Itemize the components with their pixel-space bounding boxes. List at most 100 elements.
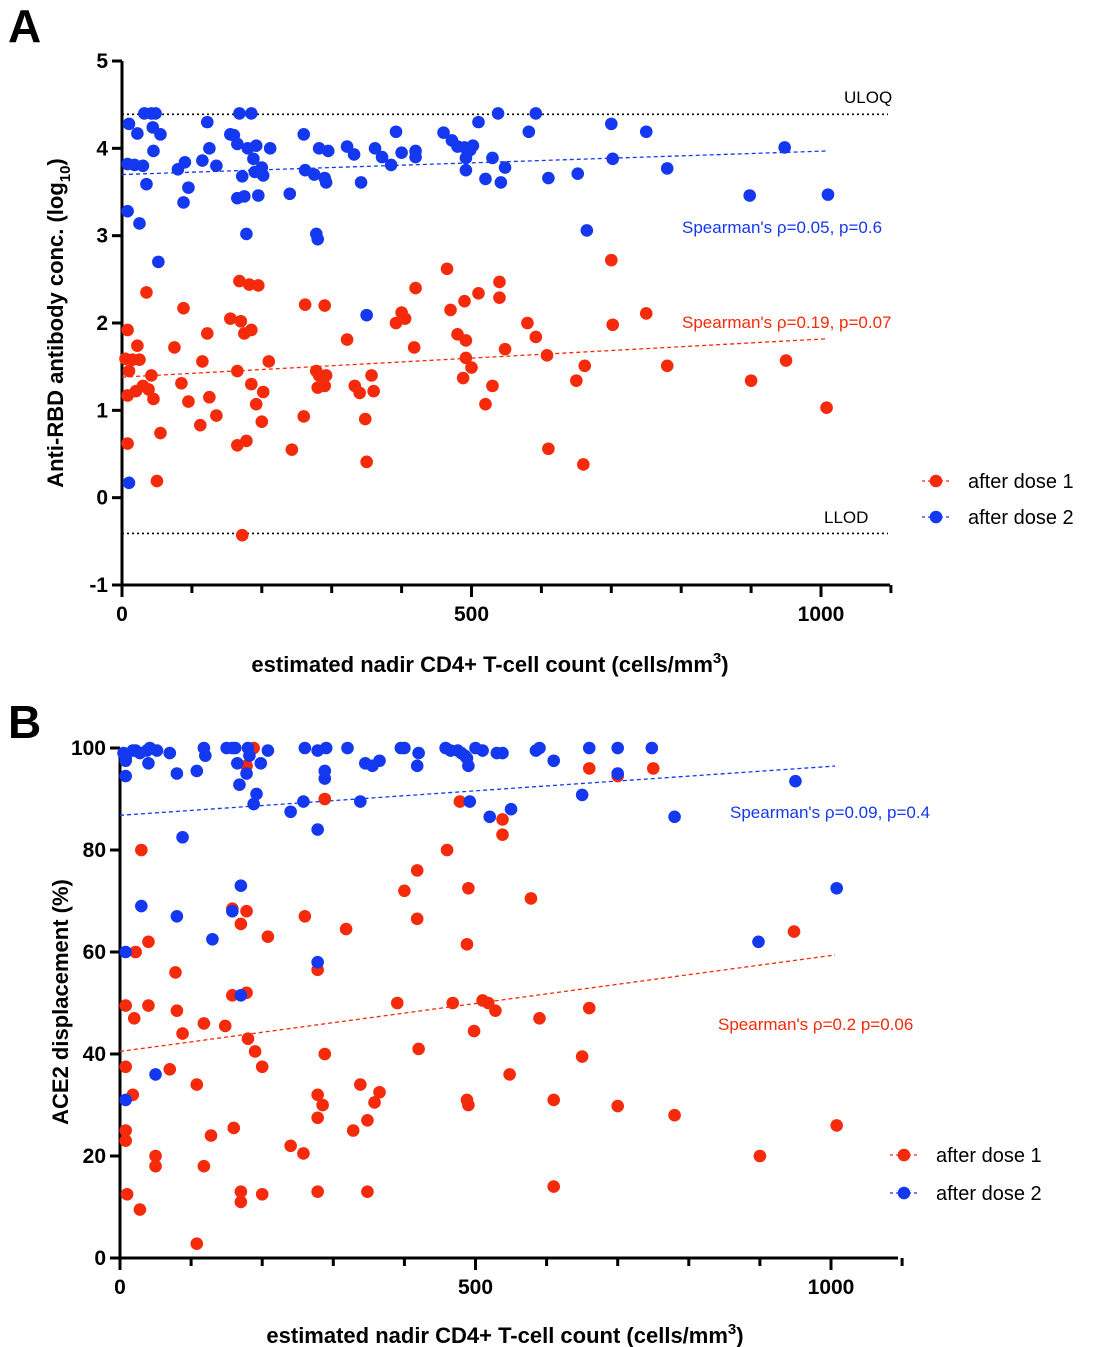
data-point <box>262 355 276 368</box>
data-point <box>340 333 354 346</box>
data-point <box>210 409 223 422</box>
data-point <box>127 1012 141 1025</box>
data-point <box>456 371 470 385</box>
data-point <box>605 117 618 131</box>
data-point <box>311 955 324 969</box>
legend-label: after dose 2 <box>968 507 1074 529</box>
data-point <box>245 377 258 391</box>
data-point <box>479 397 492 411</box>
data-point <box>140 177 153 191</box>
data-point <box>375 150 389 164</box>
data-point <box>204 1129 218 1142</box>
data-point <box>231 137 244 151</box>
data-point <box>462 759 475 773</box>
data-point <box>460 938 474 951</box>
legend-marker <box>897 1148 911 1162</box>
data-point <box>582 1001 596 1015</box>
data-point <box>133 1203 147 1216</box>
data-point <box>122 476 136 490</box>
data-point <box>120 1187 134 1201</box>
data-point <box>412 746 425 760</box>
data-point <box>176 1027 189 1040</box>
data-point <box>142 999 155 1012</box>
data-point <box>440 843 454 857</box>
data-point <box>486 151 499 165</box>
data-point <box>147 144 160 158</box>
data-point <box>458 294 471 308</box>
data-point <box>361 1185 374 1198</box>
data-point <box>193 418 207 432</box>
data-point <box>465 361 478 374</box>
data-point <box>233 778 246 792</box>
data-point <box>347 148 361 161</box>
data-point <box>390 996 404 1010</box>
data-point <box>235 528 249 542</box>
data-point <box>522 125 536 139</box>
data-point <box>752 935 765 949</box>
spearman-annotation: Spearman's ρ=0.09, p=0.4 <box>730 803 930 822</box>
trend-line <box>121 150 829 176</box>
data-point <box>547 754 561 768</box>
data-point <box>177 196 190 209</box>
y-tick-label: 0 <box>96 487 108 510</box>
data-point <box>820 401 833 415</box>
data-point <box>240 434 253 448</box>
data-point <box>582 762 596 775</box>
y-tick-label: 0 <box>94 1247 106 1270</box>
y-tick-label: 4 <box>96 137 108 160</box>
data-point <box>142 383 155 396</box>
data-point <box>440 262 454 276</box>
data-point <box>145 369 158 382</box>
data-point <box>462 1098 475 1112</box>
data-point <box>203 390 216 404</box>
x-tick-label: 500 <box>454 603 489 626</box>
data-point <box>639 307 653 320</box>
data-point <box>611 741 624 755</box>
data-point <box>234 989 248 1002</box>
data-point <box>373 1085 386 1099</box>
y-tick-label: 100 <box>71 737 106 760</box>
y-tick-label: 5 <box>96 50 108 73</box>
data-point <box>360 308 373 322</box>
data-point <box>122 117 136 131</box>
legend-marker <box>929 510 943 524</box>
data-point <box>240 767 253 780</box>
data-point <box>190 764 204 778</box>
legend-marker <box>929 474 943 488</box>
data-point <box>238 190 251 203</box>
data-point <box>467 1024 481 1038</box>
data-point <box>578 359 592 373</box>
data-point <box>311 1088 324 1102</box>
data-point <box>298 298 312 311</box>
data-point <box>318 792 332 806</box>
reference-label-uloq: ULOQ <box>844 88 892 107</box>
y-tick-label: 20 <box>83 1145 106 1168</box>
y-axis-title: ACE2 displacement (%) <box>48 879 73 1125</box>
data-point <box>218 1019 232 1033</box>
data-point <box>409 281 422 295</box>
data-point <box>606 318 619 332</box>
data-point <box>395 146 408 159</box>
data-point <box>540 349 554 362</box>
y-axis-title: Anti-RBD antibody conc. (log10) <box>43 158 74 488</box>
x-tick-label: 1000 <box>798 603 845 626</box>
data-point <box>228 741 242 755</box>
data-point <box>463 795 477 808</box>
data-point <box>224 312 237 325</box>
data-point <box>227 1121 241 1135</box>
data-point <box>575 788 589 802</box>
data-point <box>233 274 246 288</box>
data-point <box>437 126 450 139</box>
data-point <box>611 767 624 780</box>
data-point <box>384 158 398 172</box>
data-point <box>319 741 333 755</box>
data-point <box>249 139 263 153</box>
data-point <box>341 741 354 755</box>
data-point <box>779 354 793 367</box>
data-point <box>240 227 253 241</box>
data-point <box>241 1032 255 1045</box>
data-point <box>182 395 195 408</box>
data-point <box>242 278 256 291</box>
data-point <box>163 746 177 760</box>
